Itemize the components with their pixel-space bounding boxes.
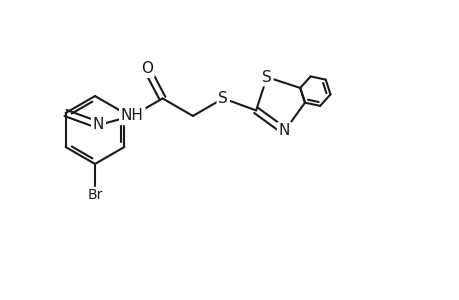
Text: N: N xyxy=(93,118,104,133)
Text: Br: Br xyxy=(87,188,102,203)
Text: S: S xyxy=(262,70,271,85)
Text: NH: NH xyxy=(121,108,143,123)
Text: O: O xyxy=(140,61,152,76)
Text: S: S xyxy=(218,91,228,106)
Text: N: N xyxy=(278,124,290,139)
